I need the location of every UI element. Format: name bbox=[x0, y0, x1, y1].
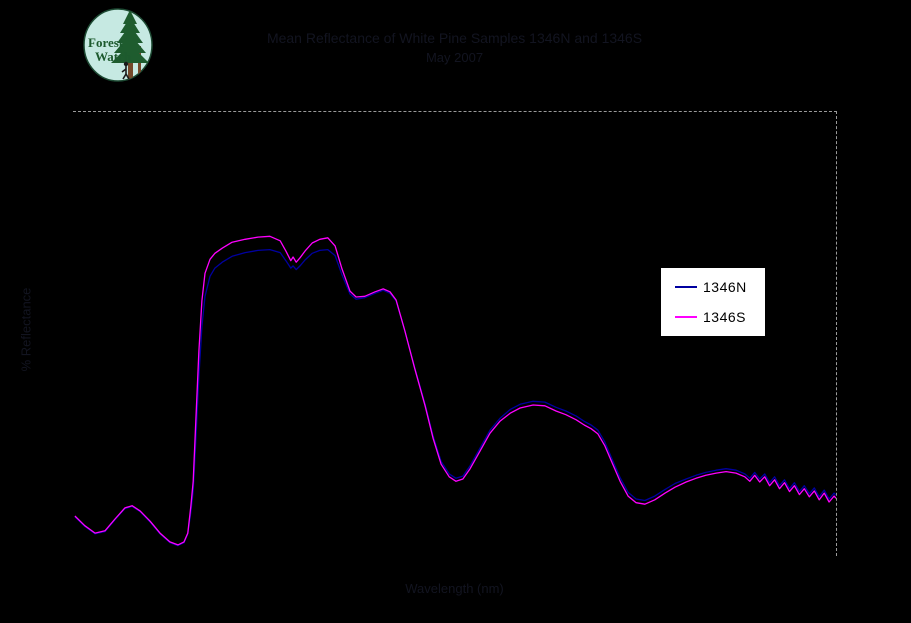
logo-text-forest: Forest bbox=[88, 35, 124, 50]
y-axis-label: % Reflectance bbox=[18, 287, 34, 372]
plot-area bbox=[73, 111, 837, 556]
series-line-1346S bbox=[74, 235, 836, 546]
x-axis-label: Wavelength (nm) bbox=[405, 581, 504, 596]
series-line-1346N bbox=[74, 248, 836, 547]
forest-watch-logo: Forest Watch bbox=[82, 6, 154, 84]
pine-tree-icon bbox=[111, 10, 149, 63]
legend-line-sample-1346N bbox=[675, 286, 697, 288]
forest-watch-logo-graphic: Forest Watch bbox=[83, 8, 153, 82]
chart-title-line2: May 2007 bbox=[425, 50, 484, 65]
legend-entry-1346S: 1346S bbox=[661, 309, 765, 325]
logo-text-watch: Watch bbox=[95, 49, 132, 64]
person-figure-icon bbox=[121, 61, 130, 80]
chart-title: Mean Reflectance of White Pine Samples 1… bbox=[73, 28, 836, 68]
legend-label-1346N: 1346N bbox=[703, 279, 747, 295]
legend: 1346N 1346S bbox=[660, 267, 766, 337]
plot-svg bbox=[74, 235, 836, 547]
legend-label-1346S: 1346S bbox=[703, 309, 746, 325]
legend-line-sample-1346S bbox=[675, 316, 697, 318]
legend-entry-1346N: 1346N bbox=[661, 279, 765, 295]
chart-title-line1: Mean Reflectance of White Pine Samples 1… bbox=[266, 30, 643, 46]
